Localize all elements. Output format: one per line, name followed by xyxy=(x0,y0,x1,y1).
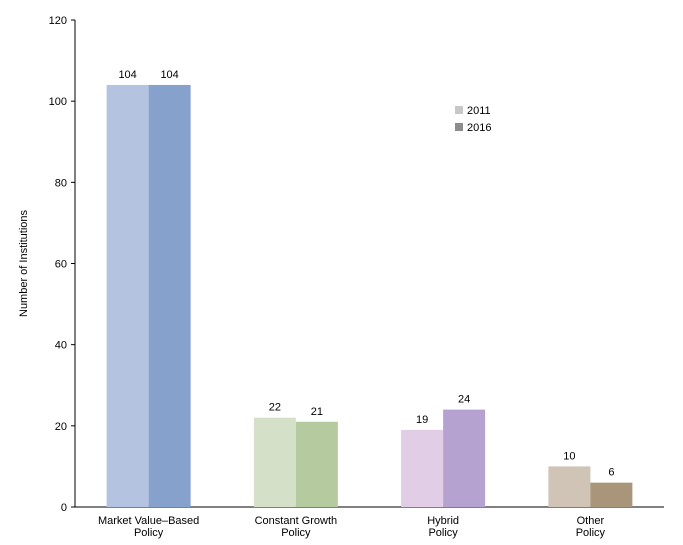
data-label: 24 xyxy=(458,394,470,406)
data-label: 104 xyxy=(160,69,178,81)
data-label: 22 xyxy=(269,402,281,414)
legend-label-2016: 2016 xyxy=(467,122,491,134)
legend-label-2011: 2011 xyxy=(467,105,491,117)
bar-2011-1 xyxy=(106,84,149,507)
data-label: 10 xyxy=(563,450,575,462)
bars: 104 104 22 21 19 24 10 6 xyxy=(106,69,633,507)
data-label: 19 xyxy=(416,414,428,426)
y-axis-title: Number of Institutions xyxy=(18,210,30,317)
data-label: 6 xyxy=(608,467,614,479)
y-tick-label: 0 xyxy=(61,502,67,514)
bar-2011-2 xyxy=(253,417,296,507)
legend-swatch-2011 xyxy=(455,106,463,114)
bar-2016-2 xyxy=(295,421,338,507)
y-tick-label: 20 xyxy=(55,421,67,433)
y-tick-label: 120 xyxy=(49,15,67,27)
bar-2011-4 xyxy=(548,466,591,507)
x-tick-label: Hybrid Policy xyxy=(427,515,459,539)
y-axis: 0 20 40 60 80 100 120 xyxy=(49,15,76,514)
x-tick-label: Constant Growth Policy xyxy=(255,515,338,539)
x-tick-label: Other Policy xyxy=(576,515,606,539)
legend-swatch-2016 xyxy=(455,123,463,131)
x-tick-label: Market Value–Based Policy xyxy=(98,515,199,539)
y-tick-label: 80 xyxy=(55,177,67,189)
data-label: 104 xyxy=(118,69,136,81)
y-tick-label: 60 xyxy=(55,259,67,271)
bar-2016-3 xyxy=(443,409,486,507)
x-axis: Market Value–Based Policy Constant Growth P… xyxy=(75,506,664,539)
y-tick-label: 100 xyxy=(49,96,67,108)
bar-2011-3 xyxy=(401,429,444,507)
bar-2016-4 xyxy=(590,482,633,507)
data-label: 21 xyxy=(311,406,323,418)
y-tick-label: 40 xyxy=(55,340,67,352)
legend: 2011 2016 xyxy=(455,105,491,134)
bar-2016-1 xyxy=(148,84,191,507)
